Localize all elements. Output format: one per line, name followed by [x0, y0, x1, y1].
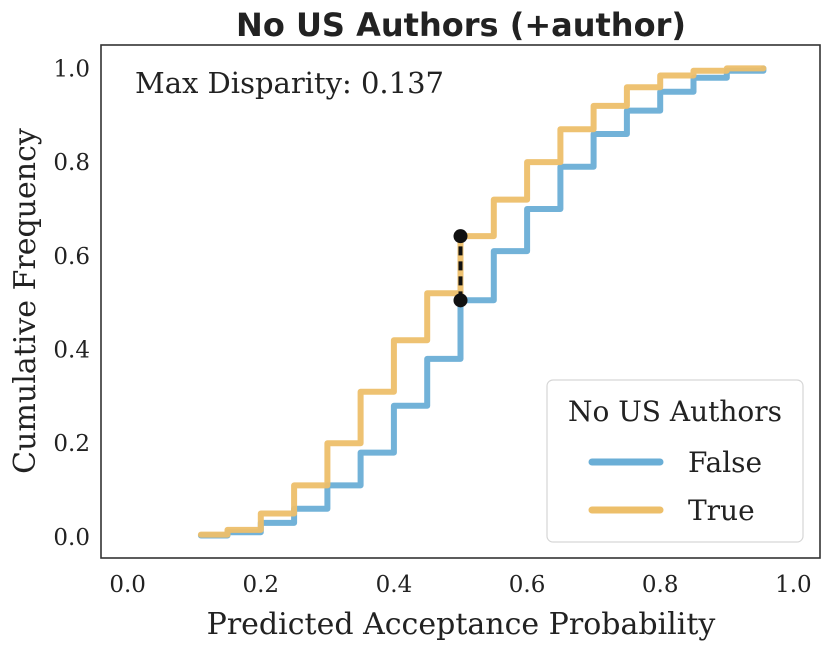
disparity-point-high	[453, 229, 468, 244]
legend-label-false: False	[688, 446, 762, 479]
y-tick-labels: 0.0 0.2 0.4 0.6 0.8 1.0	[53, 56, 90, 550]
x-tick-label: 0.6	[509, 572, 546, 598]
series-lines	[197, 65, 767, 539]
x-tick-label: 0.8	[642, 572, 679, 598]
y-tick-label: 0.4	[53, 338, 90, 364]
chart-title: No US Authors (+author)	[236, 6, 686, 44]
legend-box	[546, 379, 804, 543]
y-tick-label: 1.0	[53, 56, 90, 82]
disparity-point-low	[453, 293, 468, 308]
x-tick-label: 0.4	[376, 572, 413, 598]
y-axis-label: Cumulative Frequency	[8, 128, 43, 474]
disparity-marker	[453, 229, 468, 308]
legend-title: No US Authors	[568, 395, 782, 428]
x-tick-label: 0.0	[109, 572, 146, 598]
x-tick-label: 1.0	[775, 572, 812, 598]
y-tick-label: 0.8	[53, 150, 90, 176]
y-tick-label: 0.0	[53, 525, 90, 551]
x-tick-label: 0.2	[242, 572, 279, 598]
y-tick-label: 0.6	[53, 244, 90, 270]
x-axis-label: Predicted Acceptance Probability	[207, 607, 716, 642]
x-tick-labels: 0.0 0.2 0.4 0.6 0.8 1.0	[109, 572, 811, 598]
legend: No US Authors False True	[546, 379, 804, 543]
max-disparity-annotation: Max Disparity: 0.137	[135, 66, 444, 100]
series-line-true	[197, 65, 767, 538]
legend-label-true: True	[688, 494, 755, 527]
plot-frame	[100, 44, 821, 559]
y-tick-label: 0.2	[53, 431, 90, 457]
